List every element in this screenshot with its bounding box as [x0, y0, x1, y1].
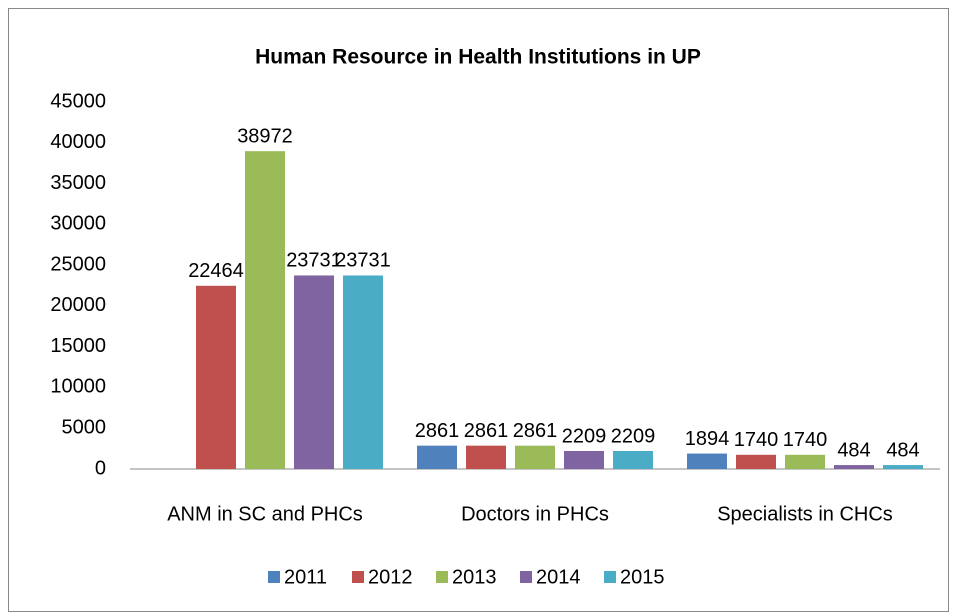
- bar: [736, 454, 776, 469]
- y-tick-label: 20000: [50, 294, 106, 316]
- legend-label: 2015: [620, 566, 665, 588]
- bar: [613, 450, 653, 469]
- chart-border: [8, 8, 949, 612]
- legend-swatch: [604, 571, 616, 583]
- data-label: 2209: [562, 425, 607, 447]
- data-label: 2209: [611, 425, 656, 447]
- data-label: 22464: [188, 260, 244, 282]
- data-label: 484: [837, 439, 870, 461]
- bar: [245, 151, 285, 469]
- legend-swatch: [352, 571, 364, 583]
- bar: [417, 445, 457, 469]
- legend-label: 2011: [284, 566, 327, 588]
- bar: [466, 445, 506, 469]
- data-label: 2861: [464, 420, 509, 442]
- y-tick-label: 0: [95, 457, 106, 479]
- bar: [343, 275, 383, 469]
- bar: [834, 465, 874, 469]
- data-label: 1740: [783, 429, 828, 451]
- bar: [196, 285, 236, 469]
- legend-label: 2014: [536, 566, 581, 588]
- bar: [515, 445, 555, 469]
- y-tick-label: 5000: [62, 417, 107, 439]
- y-tick-label: 30000: [50, 213, 106, 235]
- x-tick-label: Specialists in CHCs: [717, 503, 893, 525]
- legend-swatch: [436, 571, 448, 583]
- data-label: 38972: [237, 125, 293, 147]
- bar: [687, 453, 727, 469]
- y-tick-label: 40000: [50, 131, 106, 153]
- chart-title: Human Resource in Health Institutions in…: [255, 46, 701, 69]
- data-label: 23731: [286, 250, 342, 272]
- x-tick-label: ANM in SC and PHCs: [167, 503, 363, 525]
- legend-swatch: [268, 571, 280, 583]
- y-tick-label: 35000: [50, 172, 106, 194]
- y-tick-label: 15000: [50, 335, 106, 357]
- data-label: 1894: [685, 428, 730, 450]
- legend-swatch: [520, 571, 532, 583]
- data-label: 2861: [513, 420, 558, 442]
- bar: [883, 465, 923, 469]
- data-label: 484: [886, 439, 919, 461]
- bar: [294, 275, 334, 469]
- legend-label: 2012: [368, 566, 413, 588]
- y-tick-label: 45000: [50, 90, 106, 112]
- data-label: 23731: [335, 250, 391, 272]
- y-tick-label: 10000: [50, 376, 106, 398]
- data-label: 1740: [734, 429, 779, 451]
- bar: [785, 454, 825, 469]
- bar: [564, 450, 604, 469]
- x-tick-label: Doctors in PHCs: [461, 503, 609, 525]
- data-label: 2861: [415, 420, 460, 442]
- legend-label: 2013: [452, 566, 497, 588]
- y-tick-label: 25000: [50, 253, 106, 275]
